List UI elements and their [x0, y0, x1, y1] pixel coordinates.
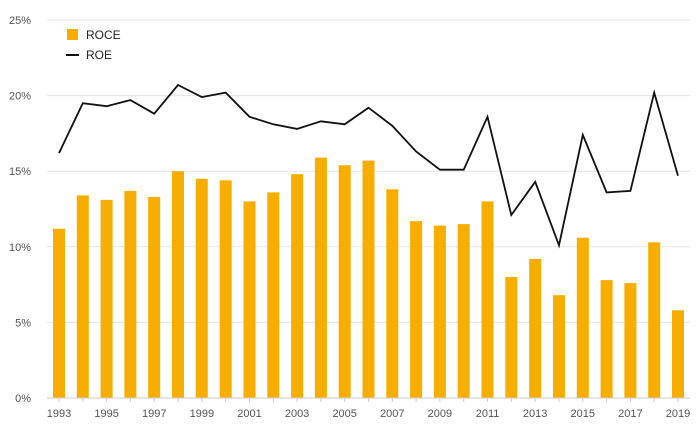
x-tick-label: 2003: [285, 408, 309, 420]
roce-bar: [481, 201, 494, 398]
y-tick-label: 20%: [9, 91, 31, 103]
roce-bar: [124, 190, 137, 398]
legend-swatch-roce: [67, 29, 78, 40]
roce-bar: [624, 283, 637, 398]
x-axis-ticks: 1993 1995 1997 1999 2001 2003 2005 2007 2009 2011…: [47, 408, 690, 420]
y-tick-label: 10%: [9, 242, 31, 254]
roce-bar: [648, 242, 661, 398]
roe-line-group: [58, 83, 679, 249]
roce-bar: [362, 160, 375, 398]
roce-bar: [386, 189, 399, 398]
x-tick-label: 2015: [571, 408, 595, 420]
roce-bar: [243, 201, 256, 398]
legend-label-roce: ROCE: [86, 28, 121, 42]
x-axis: [47, 397, 690, 402]
roce-bar: [195, 178, 208, 398]
roce-bar: [433, 225, 446, 398]
x-tick-label: 2011: [476, 408, 500, 420]
roce-bar: [410, 221, 423, 398]
x-tick-label: 1997: [142, 408, 166, 420]
roce-bar: [76, 195, 89, 398]
roce-bar: [505, 277, 518, 398]
x-tick-label: 1999: [190, 408, 214, 420]
roce-bar: [600, 280, 613, 398]
x-tick-label: 2017: [618, 408, 642, 420]
y-tick-label: 15%: [9, 166, 31, 178]
roce-bar: [672, 310, 684, 398]
x-tick-label: 2019: [666, 408, 690, 420]
roce-bar: [100, 199, 113, 398]
x-tick-label: 2013: [523, 408, 547, 420]
roce-bar: [314, 157, 327, 398]
roce-bar: [148, 196, 161, 398]
roce-bars: [53, 157, 684, 398]
roce-bar: [267, 192, 280, 398]
roce-bar: [529, 258, 542, 398]
y-tick-label: 5%: [15, 317, 31, 329]
y-tick-label: 0%: [15, 393, 31, 405]
x-tick-label: 1995: [94, 408, 118, 420]
roce-bar: [53, 228, 65, 398]
roce-bar: [291, 174, 304, 398]
roce-bar: [338, 165, 351, 398]
roce-bar: [553, 295, 565, 398]
x-tick-label: 2001: [237, 408, 261, 420]
roce-bar: [576, 237, 589, 398]
x-tick-label: 1993: [47, 408, 71, 420]
x-tick-label: 2005: [332, 408, 356, 420]
y-axis-ticks: 0% 5% 10% 15% 20% 25%: [9, 15, 31, 405]
y-tick-label: 25%: [9, 15, 31, 27]
roce-bar: [457, 224, 470, 398]
x-tick-label: 2007: [380, 408, 404, 420]
roce-bar: [219, 180, 232, 398]
legend: ROCE ROE: [66, 28, 121, 62]
roe-line: [58, 83, 679, 249]
roce-bar: [172, 171, 184, 398]
x-tick-label: 2009: [428, 408, 452, 420]
legend-label-roe: ROE: [86, 48, 112, 62]
